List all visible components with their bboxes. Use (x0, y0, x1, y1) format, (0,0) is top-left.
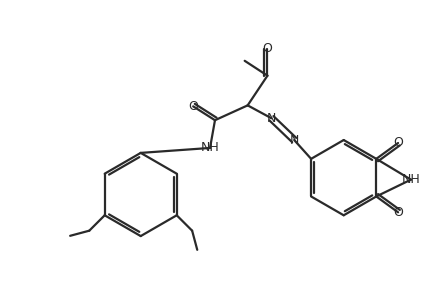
Text: N: N (289, 134, 299, 146)
Text: O: O (393, 206, 403, 219)
Text: O: O (263, 42, 272, 55)
Text: NH: NH (201, 141, 219, 154)
Text: O: O (188, 100, 198, 113)
Text: N: N (267, 112, 276, 125)
Text: O: O (393, 137, 403, 150)
Text: NH: NH (402, 173, 420, 186)
